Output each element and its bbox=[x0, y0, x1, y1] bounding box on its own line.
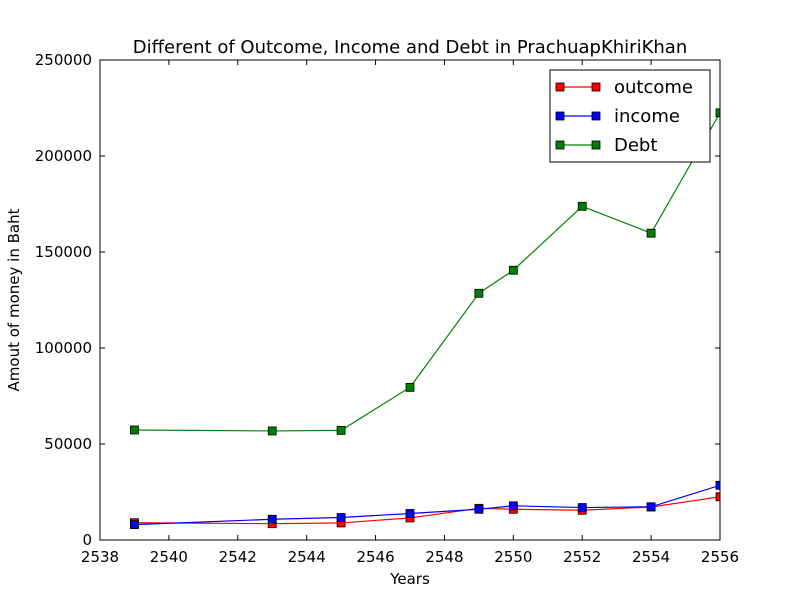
series-line-outcome bbox=[134, 496, 720, 525]
x-tick-label: 2542 bbox=[219, 548, 257, 566]
data-point-debt bbox=[130, 425, 139, 435]
legend-label-debt: Debt bbox=[614, 135, 657, 156]
data-point-income bbox=[405, 509, 415, 518]
data-point-income bbox=[267, 514, 277, 524]
data-point-debt bbox=[474, 288, 484, 298]
y-tick-label: 50000 bbox=[44, 435, 92, 453]
chart-title: Different of Outcome, Income and Debt in… bbox=[133, 37, 687, 58]
data-point-income bbox=[336, 513, 346, 522]
data-point-income bbox=[474, 504, 484, 514]
y-axis-label: Amout of money in Baht bbox=[5, 208, 23, 391]
legend-marker bbox=[591, 82, 601, 92]
series-group bbox=[130, 108, 720, 530]
y-tick-label: 250000 bbox=[35, 51, 92, 69]
x-tick-label: 2556 bbox=[701, 548, 739, 566]
legend: outcome income Debt bbox=[549, 69, 711, 163]
x-tick-label: 2544 bbox=[288, 548, 326, 566]
legend-marker bbox=[591, 111, 601, 121]
legend-label-income: income bbox=[614, 106, 680, 127]
x-tick-label: 2538 bbox=[81, 548, 119, 566]
plot-area bbox=[130, 108, 720, 530]
data-point-debt bbox=[577, 201, 587, 211]
data-point-debt bbox=[267, 426, 277, 436]
x-tick-label: 2554 bbox=[632, 548, 670, 566]
data-point-debt bbox=[715, 108, 720, 118]
data-point-income bbox=[577, 503, 587, 512]
series-line-income bbox=[134, 484, 720, 526]
axes: 2538 2540 2542 2544 2546 2548 2550 2552 2554 2556… bbox=[35, 51, 739, 566]
data-point-debt bbox=[646, 228, 656, 238]
x-axis-label: Years bbox=[389, 570, 430, 588]
y-tick-label: 100000 bbox=[35, 339, 92, 357]
data-point-debt bbox=[336, 425, 346, 435]
data-point-income bbox=[715, 480, 720, 490]
y-tick-label: 200000 bbox=[35, 147, 92, 165]
data-point-outcome bbox=[715, 492, 720, 502]
legend-marker bbox=[555, 82, 565, 92]
x-tick-label: 2540 bbox=[150, 548, 188, 566]
legend-marker bbox=[591, 140, 601, 150]
y-tick-label: 150000 bbox=[35, 243, 92, 261]
data-point-income bbox=[646, 502, 656, 512]
legend-label-outcome: outcome bbox=[614, 77, 693, 98]
y-tick-label: 0 bbox=[82, 531, 92, 549]
x-tick-label: 2550 bbox=[494, 548, 532, 566]
legend-marker bbox=[555, 111, 565, 121]
data-point-income bbox=[508, 501, 518, 511]
legend-marker bbox=[555, 140, 565, 150]
data-point-debt bbox=[508, 265, 518, 275]
data-point-debt bbox=[405, 382, 415, 392]
x-tick-label: 2546 bbox=[356, 548, 394, 566]
plot-frame bbox=[99, 59, 721, 541]
x-tick-label: 2552 bbox=[563, 548, 601, 566]
x-tick-label: 2548 bbox=[425, 548, 463, 566]
data-point-income bbox=[130, 520, 139, 530]
